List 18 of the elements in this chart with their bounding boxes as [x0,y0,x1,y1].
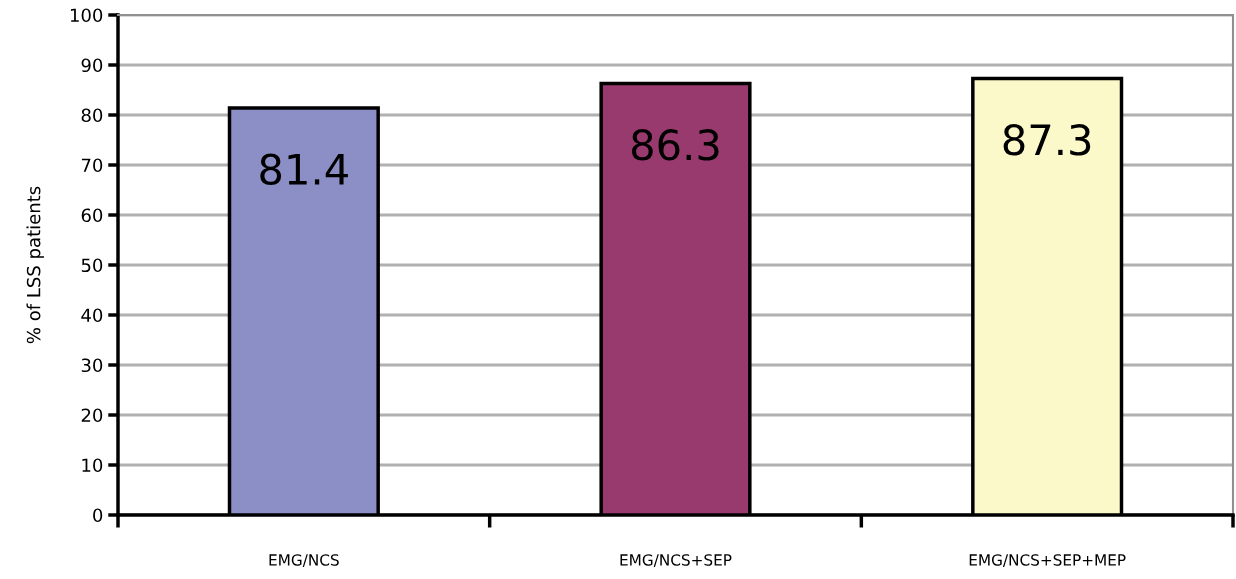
y-tick-label: 60 [81,208,103,223]
y-tick-label: 0 [93,508,103,523]
y-tick-label: 20 [81,408,103,423]
y-tick-label: 50 [81,258,103,273]
data-label: 86.3 [631,129,719,161]
x-tick-label: EMG/NCS [269,554,339,567]
x-tick-label: EMG/NCS+SEP+MEP [969,554,1126,567]
y-tick-label: 10 [82,458,103,473]
y-axis-title: % of LSS patients [26,186,44,344]
y-tick-label: 80 [81,108,103,123]
y-tick-label: 40 [81,308,103,323]
x-tick-label: EMG/NCS+SEP [620,554,732,567]
y-tick-label: 30 [81,358,103,373]
data-label: 87.3 [1003,124,1091,156]
y-tick-label: 90 [81,58,103,73]
data-label: 81.4 [260,153,348,186]
y-tick-label: 100 [70,8,103,23]
y-tick-label: 70 [81,158,103,173]
